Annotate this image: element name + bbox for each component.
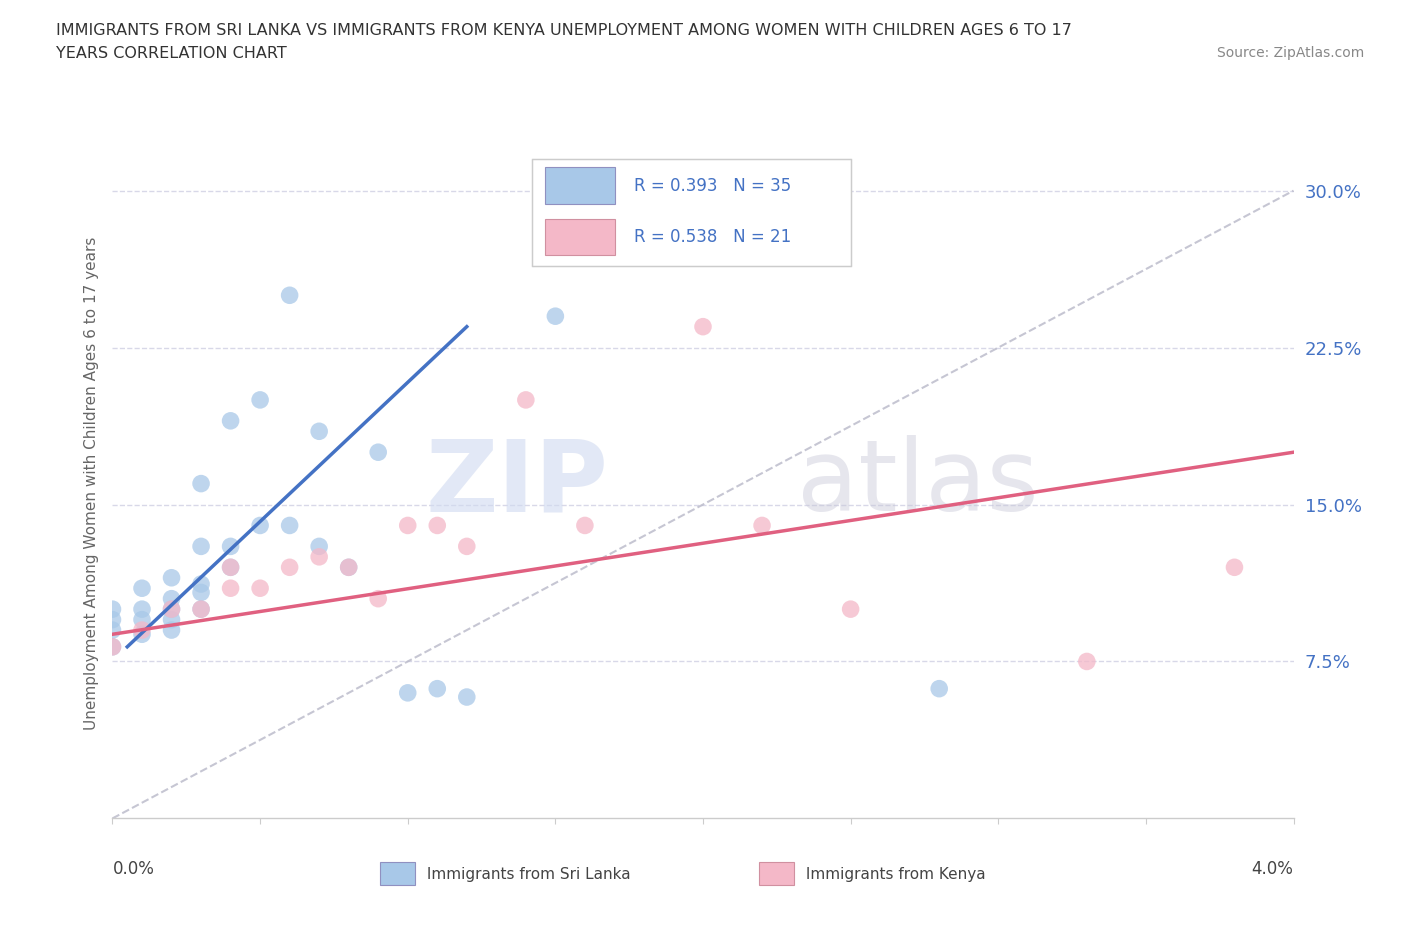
Point: [160, 591, 183, 606]
Point: [131, 580, 153, 596]
Point: [131, 623, 153, 638]
Text: YEARS CORRELATION CHART: YEARS CORRELATION CHART: [56, 46, 287, 61]
Point: [131, 602, 153, 617]
Point: [160, 623, 183, 638]
Point: [249, 580, 271, 596]
Point: [544, 309, 567, 324]
Point: [101, 640, 124, 655]
Point: [367, 445, 389, 459]
Point: [278, 560, 301, 575]
Text: Immigrants from Sri Lanka: Immigrants from Sri Lanka: [422, 867, 630, 882]
Point: [337, 560, 360, 575]
Text: IMMIGRANTS FROM SRI LANKA VS IMMIGRANTS FROM KENYA UNEMPLOYMENT AMONG WOMEN WITH: IMMIGRANTS FROM SRI LANKA VS IMMIGRANTS …: [56, 23, 1073, 38]
Point: [131, 627, 153, 642]
Point: [219, 560, 242, 575]
Point: [692, 319, 714, 334]
Point: [219, 580, 242, 596]
Point: [249, 392, 271, 407]
Point: [190, 602, 212, 617]
Point: [308, 550, 330, 565]
Point: [249, 518, 271, 533]
Text: 0.0%: 0.0%: [112, 860, 155, 878]
Text: 4.0%: 4.0%: [1251, 860, 1294, 878]
Point: [1223, 560, 1246, 575]
Point: [456, 539, 478, 554]
Point: [278, 288, 301, 303]
Point: [219, 414, 242, 429]
Point: [396, 518, 419, 533]
Point: [515, 392, 537, 407]
Text: ZIP: ZIP: [426, 435, 609, 532]
Point: [190, 577, 212, 591]
Point: [101, 602, 124, 617]
Point: [219, 560, 242, 575]
Point: [839, 602, 862, 617]
Point: [190, 585, 212, 600]
Point: [396, 685, 419, 700]
Point: [1076, 654, 1098, 669]
Text: Source: ZipAtlas.com: Source: ZipAtlas.com: [1216, 46, 1364, 60]
Point: [160, 602, 183, 617]
Point: [190, 539, 212, 554]
Point: [692, 183, 714, 198]
Point: [219, 539, 242, 554]
Point: [928, 681, 950, 696]
Point: [101, 612, 124, 627]
Point: [101, 623, 124, 638]
Point: [131, 612, 153, 627]
Text: atlas: atlas: [797, 435, 1039, 532]
Point: [367, 591, 389, 606]
Point: [160, 612, 183, 627]
Text: Immigrants from Kenya: Immigrants from Kenya: [801, 867, 986, 882]
Point: [751, 518, 773, 533]
Point: [278, 518, 301, 533]
Point: [456, 690, 478, 705]
Y-axis label: Unemployment Among Women with Children Ages 6 to 17 years: Unemployment Among Women with Children A…: [83, 237, 98, 730]
Point: [337, 560, 360, 575]
Point: [574, 518, 596, 533]
Point: [308, 539, 330, 554]
Point: [426, 681, 449, 696]
Point: [160, 570, 183, 585]
Point: [160, 602, 183, 617]
Point: [426, 518, 449, 533]
Point: [101, 640, 124, 655]
Point: [190, 602, 212, 617]
Point: [190, 476, 212, 491]
Point: [308, 424, 330, 439]
